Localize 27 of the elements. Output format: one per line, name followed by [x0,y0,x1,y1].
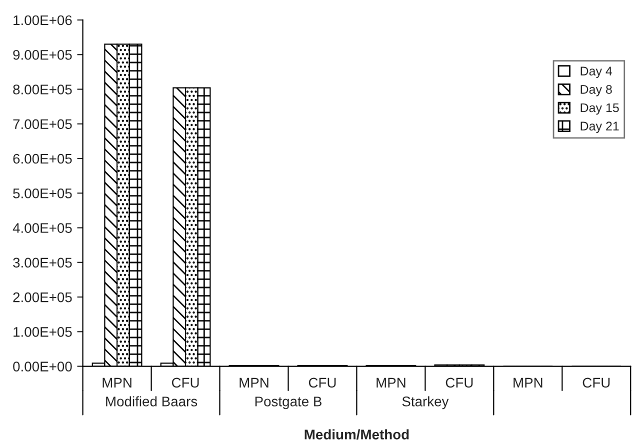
y-tick-label: 6.00E+05 [13,154,72,164]
y-tick-label: 5.00E+05 [13,188,72,198]
x-tick-label: CFU [446,378,473,388]
x-tick-label: MPN [240,378,268,388]
y-tick-label: 1.00E+06 [14,15,72,26]
text: Starkey [402,396,449,410]
legend-label: Day 4 [580,66,612,78]
legend-label: Day 21 [580,122,619,133]
y-tick-label: 0.00E+00 [13,362,72,372]
x-tick-label: MPN [102,378,132,388]
y-tick-label: 7.00E+05 [13,119,72,130]
legend-label: Day 15 [580,103,619,115]
x-tick-label: MPN [376,378,406,388]
text: Modified Baars [106,396,198,406]
text: Postgate B [255,396,322,410]
y-tick-label: 1.00E+05 [14,327,72,337]
y-tick-label: 4.00E+05 [12,223,72,233]
x-tick-label: CFU [582,378,610,388]
legend-label: Day 8 [580,84,612,96]
x-tick-label: CFU [308,378,336,388]
x-tick-label: CFU [172,378,199,388]
y-tick-label: 2.00E+05 [13,292,72,302]
x-tick-label: MPN [514,378,542,388]
x-axis-title: Medium/Method [304,429,409,440]
y-tick-label: 8.00E+05 [13,84,72,94]
y-tick-label: 3.00E+05 [13,258,72,268]
y-tick-label: 9.00E+05 [13,50,72,60]
